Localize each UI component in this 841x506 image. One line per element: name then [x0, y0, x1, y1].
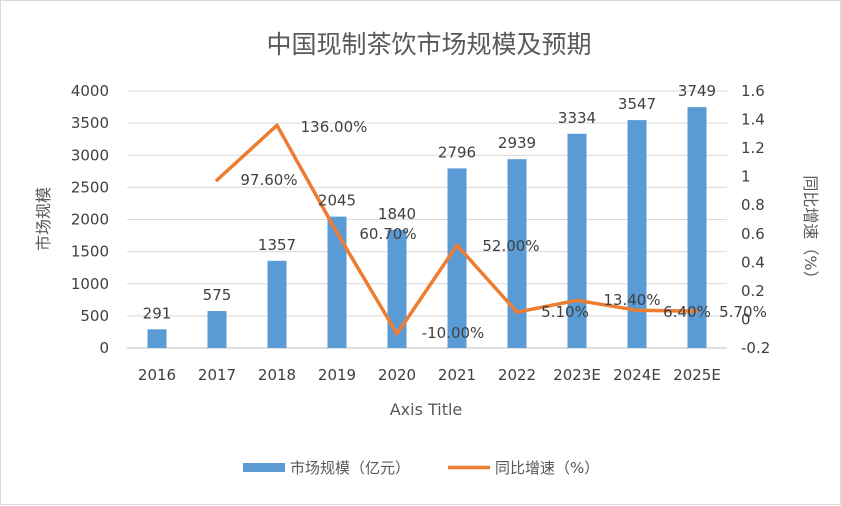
legend: 市场规模（亿元） 同比增速（%） — [243, 459, 599, 477]
y2-tick-label: 0.6 — [741, 225, 765, 243]
bar — [147, 329, 167, 348]
y-axis-title: 市场规模 — [34, 187, 53, 251]
bar — [387, 229, 407, 348]
line-data-label: 5.70% — [719, 303, 767, 321]
bar-data-label: 3334 — [558, 109, 596, 127]
bar-data-label: 1840 — [378, 205, 416, 223]
y-tick-label: 2000 — [71, 211, 109, 229]
line-series — [215, 123, 699, 336]
bar — [447, 168, 467, 348]
x-tick-label: 2016 — [138, 366, 176, 384]
y2-tick-label: -0.2 — [741, 339, 770, 357]
y2-tick-label: 0 — [741, 310, 751, 328]
y2-tick-label: 1 — [741, 168, 751, 186]
bar-data-label: 2796 — [438, 143, 476, 161]
y2-tick-label: 0.4 — [741, 253, 765, 271]
line-data-label: 97.60% — [240, 171, 297, 189]
y-tick-label: 3000 — [71, 146, 109, 164]
y2-tick-label: 0.2 — [741, 282, 765, 300]
y-tick-label: 4000 — [71, 82, 109, 100]
bar — [507, 159, 527, 348]
line-data-label: -10.00% — [422, 324, 485, 342]
x-axis-title: Axis Title — [390, 400, 463, 419]
line-data-label: 6.40% — [663, 303, 711, 321]
chart-title: 中国现制茶饮市场规模及预期 — [266, 30, 591, 59]
y-tick-label: 2500 — [71, 178, 109, 196]
y-tick-label: 1000 — [71, 275, 109, 293]
right-axis-ticks: -0.2 0 0.2 0.4 0.6 0.8 1 1.2 1.4 1.6 — [741, 82, 770, 357]
legend-bar-label: 市场规模（亿元） — [290, 459, 410, 477]
y-tick-label: 1500 — [71, 243, 109, 261]
bar — [567, 133, 587, 348]
bar-data-label: 575 — [203, 286, 232, 304]
x-axis-ticks: 2016 2017 2018 2019 2020 2021 2022 2023E 2024E 20… — [138, 366, 721, 384]
x-tick-label: 2021 — [438, 366, 476, 384]
line-data-label: 52.00% — [482, 237, 539, 255]
y-tick-label: 500 — [80, 307, 109, 325]
bar-data-label: 3547 — [618, 95, 656, 113]
line-data-label: 136.00% — [301, 118, 368, 136]
line-data-label: 60.70% — [359, 225, 416, 243]
left-axis-ticks: 0 500 1000 1500 2000 2500 3000 3500 4000 — [71, 82, 109, 357]
x-tick-label: 2019 — [318, 366, 356, 384]
x-tick-label: 2018 — [258, 366, 296, 384]
legend-bar-swatch — [243, 463, 285, 472]
line-data-label: 5.10% — [541, 303, 589, 321]
x-tick-label: 2017 — [198, 366, 236, 384]
bar — [627, 120, 647, 348]
y2-tick-label: 0.8 — [741, 196, 765, 214]
y-tick-label: 0 — [99, 339, 109, 357]
legend-line-label: 同比增速（%） — [495, 459, 599, 477]
y2-axis-title: 同比增速（%） — [801, 175, 820, 286]
bar-data-label: 2045 — [318, 192, 356, 210]
y2-tick-label: 1.4 — [741, 111, 765, 129]
x-tick-label: 2024E — [613, 366, 661, 384]
y2-tick-label: 1.6 — [741, 82, 765, 100]
line-data-labels: 97.60% 136.00% 60.70% -10.00% 52.00% 5.10% 13.… — [240, 118, 766, 342]
y2-tick-label: 1.2 — [741, 139, 765, 157]
x-tick-label: 2020 — [378, 366, 416, 384]
bar-data-labels: 291 575 1357 2045 1840 2796 2939 3334 3547 3749 — [143, 82, 716, 322]
bar — [327, 216, 347, 348]
bar-data-label: 3749 — [678, 82, 716, 100]
bar — [207, 311, 227, 348]
line-data-label: 13.40% — [603, 291, 660, 309]
growth-line — [215, 123, 699, 336]
bar-data-label: 2939 — [498, 134, 536, 152]
bar — [687, 107, 707, 349]
bar — [267, 260, 287, 348]
y-tick-label: 3500 — [71, 114, 109, 132]
x-tick-label: 2025E — [673, 366, 721, 384]
x-tick-label: 2023E — [553, 366, 601, 384]
bar-data-label: 291 — [143, 304, 172, 322]
bar-series — [147, 107, 707, 349]
x-tick-label: 2022 — [498, 366, 536, 384]
bar-data-label: 1357 — [258, 236, 296, 254]
gridlines — [127, 90, 727, 349]
